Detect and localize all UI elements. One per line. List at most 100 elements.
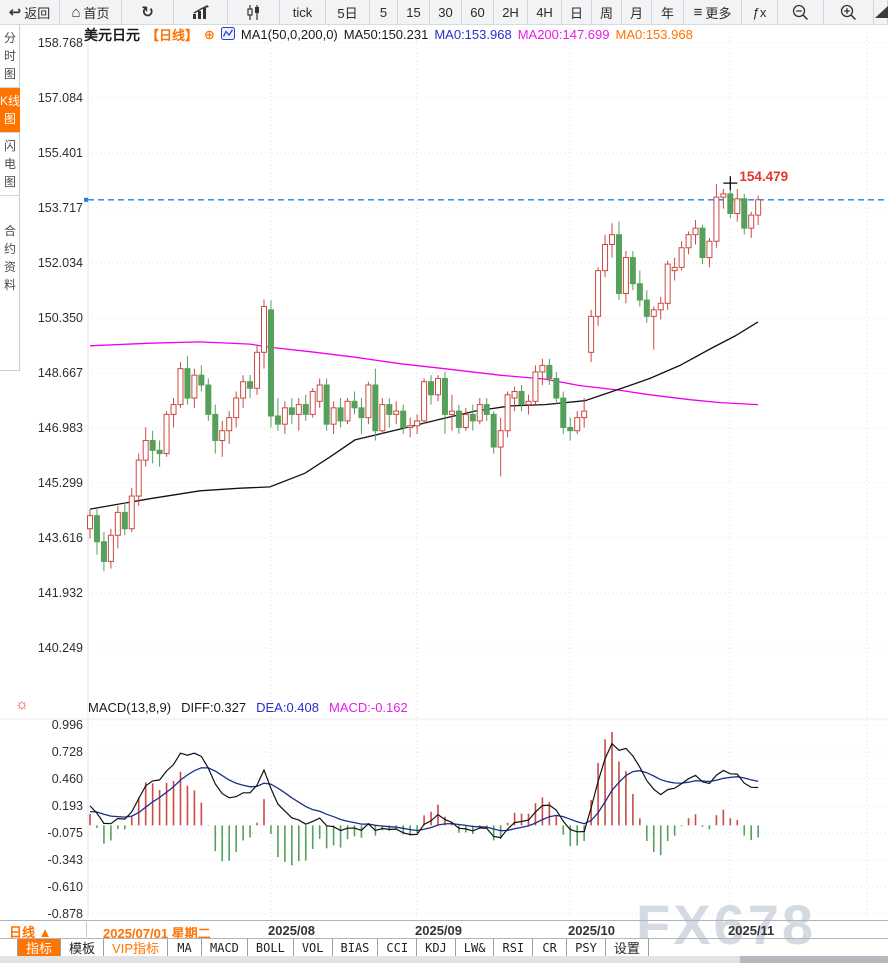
tab-CR[interactable]: CR — [533, 939, 568, 956]
candle-chart-button[interactable] — [228, 0, 280, 24]
interval-week-button-label: 周 — [599, 5, 613, 21]
symbol-name: 美元日元 — [84, 26, 140, 43]
period-dropdown[interactable]: 日线 ▲ — [0, 922, 87, 940]
interval-5min-button-label: 5 — [379, 4, 388, 20]
sidebar-item-time-chart[interactable]: 分时图 — [0, 25, 20, 88]
price-axis-label: 158.768 — [37, 36, 83, 50]
interval-year-button-label: 年 — [660, 5, 674, 21]
refresh-button[interactable]: ↻ — [122, 0, 174, 24]
macd-title: MACD(13,8,9) — [88, 700, 172, 715]
macd-axis-label: 0.728 — [51, 745, 83, 759]
price-axis-label: 145.299 — [37, 476, 83, 490]
macd-header: MACD(13,8,9) DIFF:0.327 DEA:0.408 MACD:-… — [88, 700, 408, 715]
tab-VOL[interactable]: VOL — [293, 939, 333, 956]
bar-chart-button[interactable] — [174, 0, 228, 24]
price-axis-label: 140.249 — [37, 641, 83, 655]
more-button-label: 更多 — [705, 5, 732, 21]
macd-axis-label: -0.878 — [47, 907, 83, 921]
tab-指标[interactable]: 指标 — [18, 939, 62, 956]
date-axis-label: 2025/08 — [268, 923, 315, 938]
interval-5day-button-label: 5日 — [337, 5, 358, 21]
chart-type-sidebar: 分时图 K线图 闪电图合约资料 — [0, 25, 20, 371]
date-axis-label: 2025/09 — [415, 923, 462, 938]
interval-month-button[interactable]: 月 — [622, 0, 652, 24]
more-button[interactable]: ≡ 更多 — [684, 0, 742, 24]
menu-icon: ≡ — [693, 3, 703, 21]
interval-month-button-label: 月 — [629, 5, 643, 21]
indicator-tab-bar: 指标 模板 VIP指标 MA MACD BOLL VOL BIAS CCI KDJ LW& RSI CR… — [0, 938, 888, 956]
sidebar-item-lightning-chart[interactable]: 闪电图 — [0, 133, 20, 196]
zoom-in-icon — [839, 3, 858, 21]
price-axis-label: 148.667 — [37, 366, 83, 380]
macd-axis-label: -0.343 — [47, 853, 83, 867]
tab-BOLL[interactable]: BOLL — [247, 939, 294, 956]
zoom-in-button[interactable] — [824, 0, 874, 24]
interval-5min-button[interactable]: 5 — [370, 0, 398, 24]
macd-settings-icon[interactable]: ☼ — [15, 696, 29, 713]
price-axis-label: 152.034 — [37, 256, 83, 270]
price-axis-label: 143.616 — [37, 531, 83, 545]
back-arrow-icon: ↩ — [8, 3, 22, 21]
scrollbar-thumb[interactable] — [740, 956, 888, 963]
top-toolbar: ↩ 返回 ⌂ 首页 ↻ tick 5日 5 15 30 60 2H 4H 日周月年 ≡ 更多 ƒx — [0, 0, 888, 25]
home-button[interactable]: ⌂ 首页 — [60, 0, 122, 24]
indicator-fx-button-label: ƒx — [752, 4, 767, 20]
interval-30min-button-label: 30 — [438, 4, 453, 20]
ma0-value-orange: MA0:153.968 — [615, 27, 693, 42]
home-icon: ⌂ — [71, 3, 81, 21]
price-axis-label: 153.717 — [37, 201, 83, 215]
tab-PSY[interactable]: PSY — [567, 939, 606, 956]
interval-2h-button-label: 2H — [502, 4, 519, 20]
indicator-chart-icon[interactable] — [220, 26, 235, 43]
ma0-value-blue: MA0:153.968 — [434, 27, 512, 42]
ma200-value: MA200:147.699 — [517, 27, 610, 42]
tab-CCI[interactable]: CCI — [378, 939, 418, 956]
interval-tick-button[interactable]: tick — [280, 0, 326, 24]
back-button-label: 返回 — [24, 5, 51, 21]
tab-MACD[interactable]: MACD — [202, 939, 248, 956]
horizontal-scrollbar[interactable] — [0, 956, 888, 963]
tab-RSI[interactable]: RSI — [494, 939, 534, 956]
interval-week-button[interactable]: 周 — [592, 0, 622, 24]
interval-year-button[interactable]: 年 — [652, 0, 684, 24]
tab-BIAS[interactable]: BIAS — [332, 939, 379, 956]
indicator-fx-button[interactable]: ƒx — [742, 0, 778, 24]
tab-LW&[interactable]: LW& — [455, 939, 495, 956]
interval-60min-button[interactable]: 60 — [462, 0, 494, 24]
tab-MA[interactable]: MA — [168, 939, 202, 956]
macd-axis-label: -0.610 — [47, 880, 83, 894]
tab-模板[interactable]: 模板 — [61, 939, 105, 956]
macd-axis-label: 0.996 — [51, 718, 83, 732]
price-axis-label: 155.401 — [37, 146, 83, 160]
tab-bar-spacer — [0, 939, 18, 956]
interval-4h-button[interactable]: 4H — [528, 0, 562, 24]
high-price-flag: 154.479 — [739, 169, 788, 184]
interval-2h-button[interactable]: 2H — [494, 0, 528, 24]
zoom-out-button[interactable] — [778, 0, 824, 24]
corner-button[interactable] — [874, 0, 888, 24]
tab-VIP指标[interactable]: VIP指标 — [104, 939, 168, 956]
interval-5day-button[interactable]: 5日 — [326, 0, 370, 24]
tab-设置[interactable]: 设置 — [605, 939, 649, 956]
interval-15min-button[interactable]: 15 — [398, 0, 430, 24]
corner-triangle-icon — [874, 2, 888, 22]
tab-KDJ[interactable]: KDJ — [417, 939, 456, 956]
interval-day-button[interactable]: 日 — [562, 0, 592, 24]
sidebar-item-kline-chart[interactable]: K线图 — [0, 88, 20, 133]
macd-dea-value: DEA:0.408 — [256, 700, 319, 715]
price-axis-label: 157.084 — [37, 91, 83, 105]
date-axis-label: 2025/11 — [728, 923, 775, 938]
macd-axis-label: 0.193 — [51, 799, 83, 813]
interval-30min-button[interactable]: 30 — [430, 0, 462, 24]
macd-diff-value: DIFF:0.327 — [181, 700, 247, 715]
date-axis-label: 2025/07/01 星期二 — [103, 926, 211, 941]
price-axis-label: 150.350 — [37, 311, 83, 325]
interval-day-button-label: 日 — [569, 5, 583, 21]
add-favorite-icon[interactable]: ⊕ — [204, 26, 215, 42]
interval-15min-button-label: 15 — [406, 4, 421, 20]
back-button[interactable]: ↩ 返回 — [0, 0, 60, 24]
sidebar-item-contract-info[interactable]: 合约资料 — [3, 224, 16, 292]
ma-settings-label: MA1(50,0,200,0) — [240, 27, 338, 42]
